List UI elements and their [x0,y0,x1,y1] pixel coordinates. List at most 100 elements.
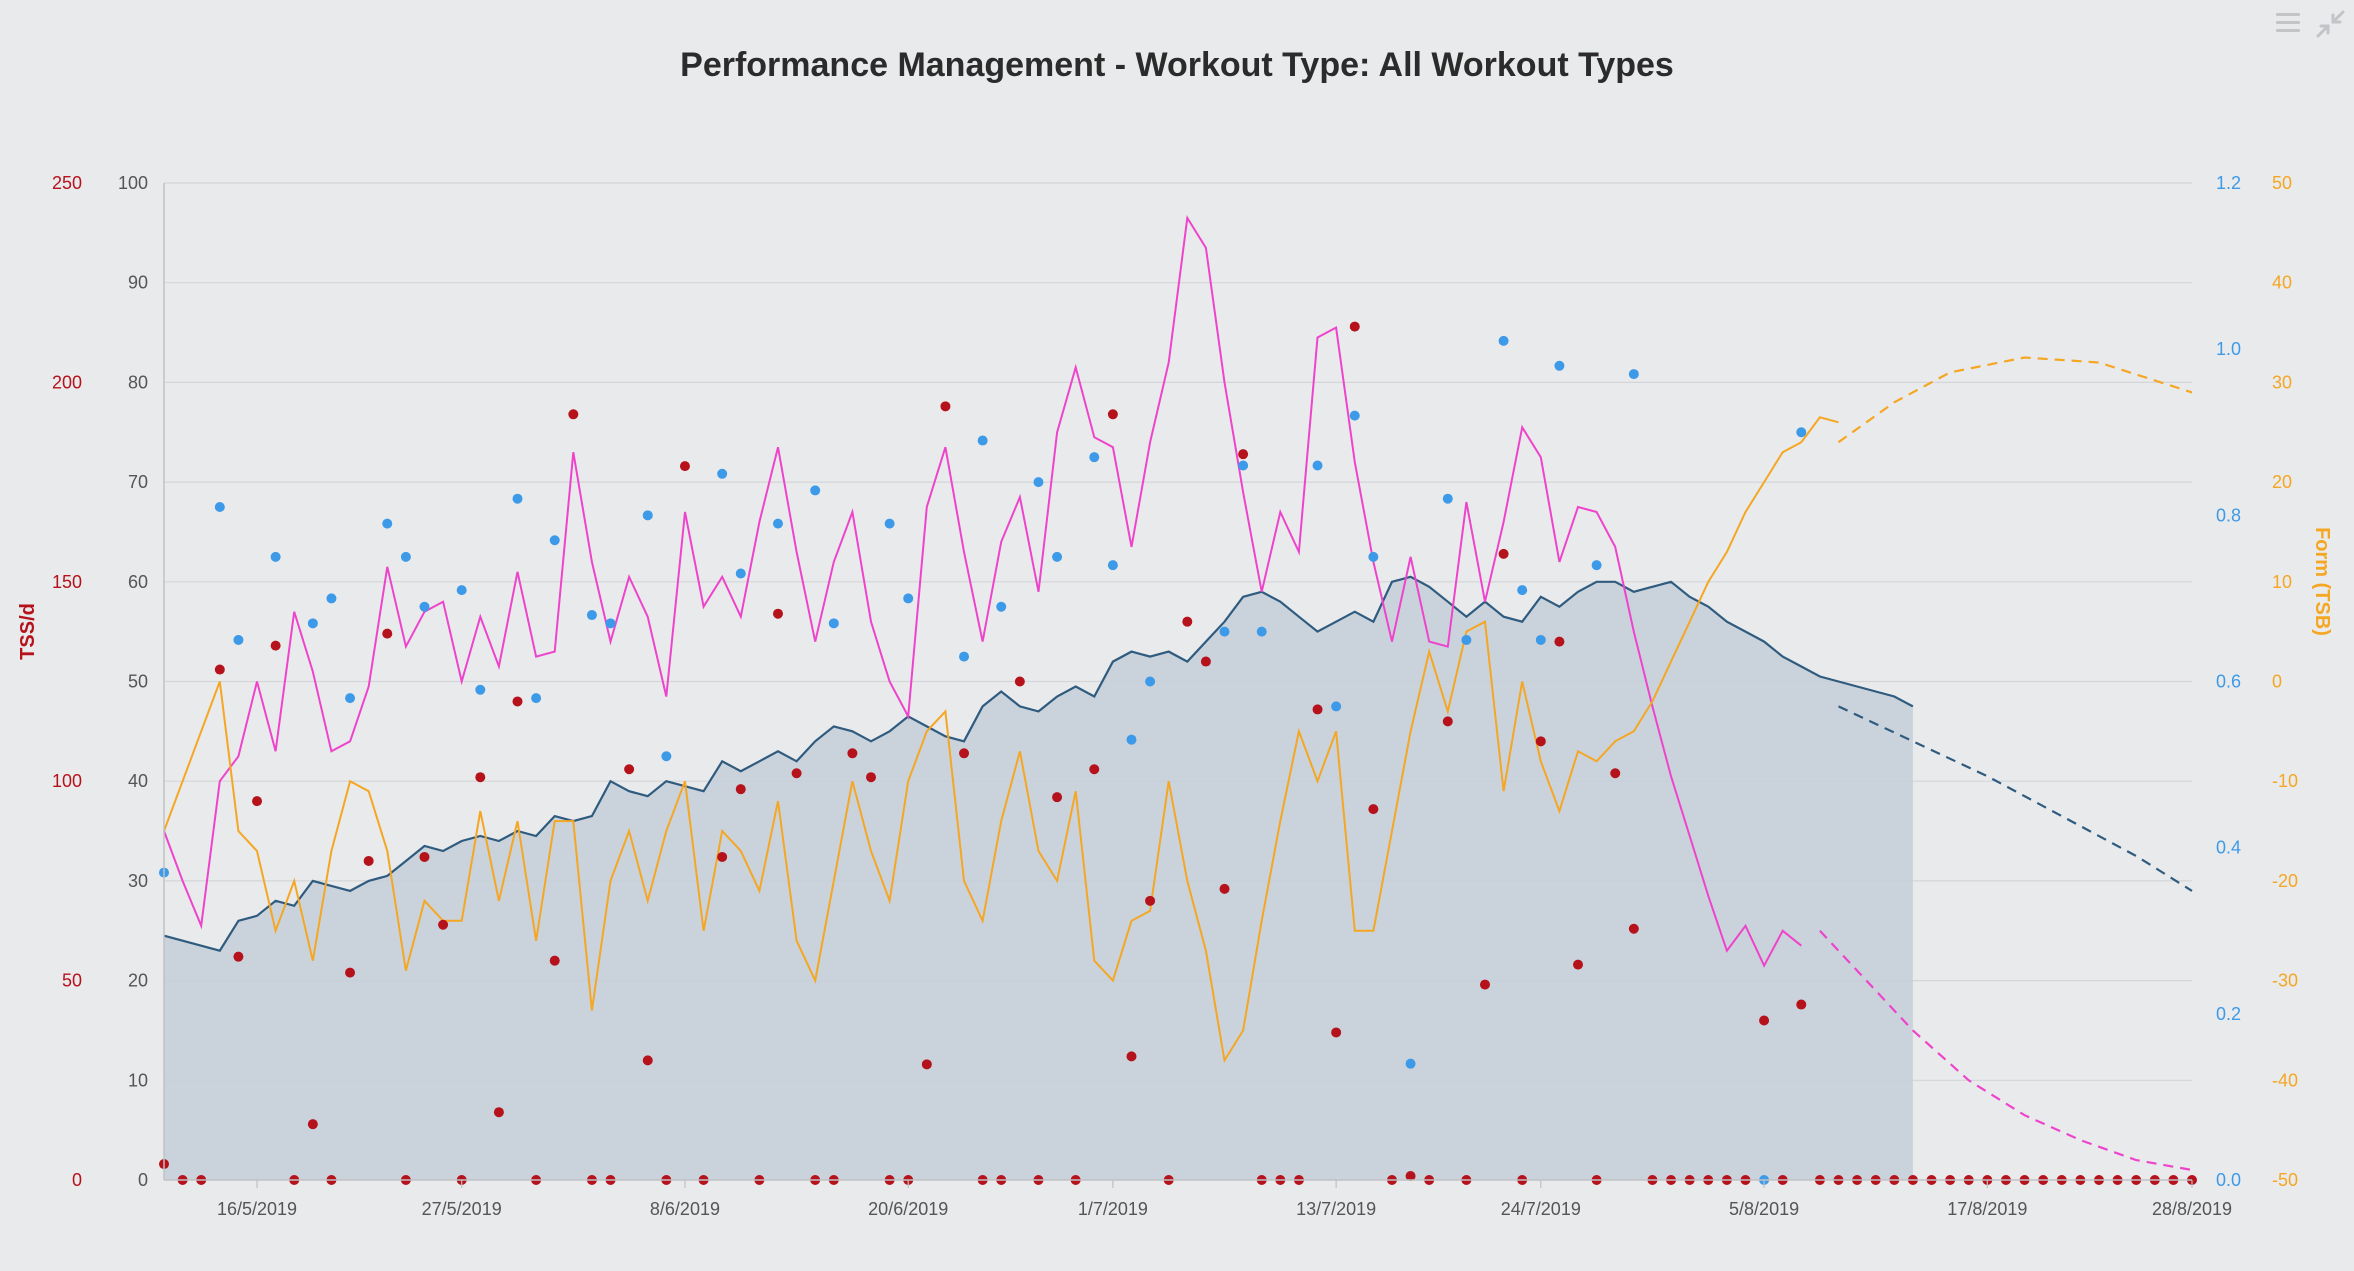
if-point [1405,1058,1416,1069]
fitness-line [163,575,1914,952]
y-tick-label: 90 [128,273,148,293]
y-tick-label: 40 [128,771,148,791]
if-point [828,618,839,629]
tss-point [679,461,690,472]
x-tick-label: 5/8/2019 [1729,1199,1799,1219]
tss-point [1628,923,1639,934]
if-point [1256,626,1267,637]
form-tick-label: 40 [2272,273,2292,293]
fatigue-projection-line [1819,930,2193,1172]
tss-point [438,919,449,930]
tss-point [642,1055,653,1066]
if-point [345,693,356,704]
tss-point [1796,999,1807,1010]
tss-point [1126,1051,1137,1062]
tss-point [1238,449,1249,460]
form-tick-label: -50 [2272,1170,2298,1190]
if-point [1554,360,1565,371]
if-point [717,468,728,479]
tss-point [568,409,579,420]
tss-point [549,955,560,966]
tss-point [1610,768,1621,779]
if-point [1796,427,1807,438]
tss-point [1573,959,1584,970]
menu-icon[interactable] [2276,13,2300,32]
axes: 0102030405060708090100050100150200250TSS… [17,173,2333,1219]
tss-point [493,1107,504,1118]
if-point [419,601,430,612]
fatigue-line [163,214,1802,968]
tss-point [307,1119,318,1130]
if-point [1331,701,1342,712]
tss-point [959,748,970,759]
tss-point [214,664,225,675]
tss-point [847,748,858,759]
if-point [810,485,821,496]
if-tick-label: 1.0 [2216,339,2241,359]
tss-point [419,851,430,862]
if-point [996,601,1007,612]
if-tick-label: 0.6 [2216,672,2241,692]
tss-point [1014,676,1025,687]
if-point [456,585,467,596]
if-point [233,634,244,645]
x-tick-label: 20/6/2019 [868,1199,948,1219]
form-tick-label: 0 [2272,672,2282,692]
x-tick-label: 1/7/2019 [1078,1199,1148,1219]
form-tick-label: -20 [2272,871,2298,891]
y-tick-label: 20 [128,971,148,991]
if-point [903,593,914,604]
x-tick-label: 17/8/2019 [1947,1199,2027,1219]
y-tick-label: 50 [128,672,148,692]
form-tick-label: -10 [2272,771,2298,791]
if-tick-label: 0.4 [2216,838,2241,858]
if-point [1238,460,1249,471]
if-point [1145,676,1156,687]
if-tick-label: 0.0 [2216,1170,2241,1190]
tss-tick-label: 150 [52,572,82,592]
tss-point [345,967,356,978]
form-tick-label: -30 [2272,971,2298,991]
x-tick-label: 8/6/2019 [650,1199,720,1219]
x-tick-label: 13/7/2019 [1296,1199,1376,1219]
if-point [214,502,225,513]
y-tick-label: 70 [128,472,148,492]
if-point [531,693,542,704]
tss-point [1479,979,1490,990]
tss-point [866,772,877,783]
x-tick-label: 27/5/2019 [422,1199,502,1219]
if-point [1089,452,1100,463]
if-point [549,535,560,546]
if-point [1033,477,1044,488]
tss-point [1442,716,1453,727]
form-projection-line [1837,356,2193,444]
chart-title: Performance Management - Workout Type: A… [680,46,1674,84]
fitness-area [164,576,1913,1180]
collapse-icon[interactable] [2316,10,2345,38]
tss-point [233,951,244,962]
if-point [1219,626,1230,637]
form-tick-label: 10 [2272,572,2292,592]
tss-point [1368,804,1379,815]
if-tick-label: 0.8 [2216,505,2241,525]
tss-point [1498,548,1509,559]
tss-point [1331,1027,1342,1038]
if-point [1498,335,1509,346]
if-point [1461,634,1472,645]
tss-point [270,640,281,651]
tss-point [1312,704,1323,715]
tss-point [1349,321,1360,332]
tss-point [735,784,746,795]
form-tick-label: 30 [2272,372,2292,392]
if-point [1126,734,1137,745]
y-tick-label: 80 [128,372,148,392]
tss-point [512,696,523,707]
if-point [475,684,486,695]
if-point [977,435,988,446]
tss-point [475,772,486,783]
tss-point [1535,736,1546,747]
form-tick-label: 20 [2272,472,2292,492]
if-point [884,518,895,529]
if-point [307,618,318,629]
